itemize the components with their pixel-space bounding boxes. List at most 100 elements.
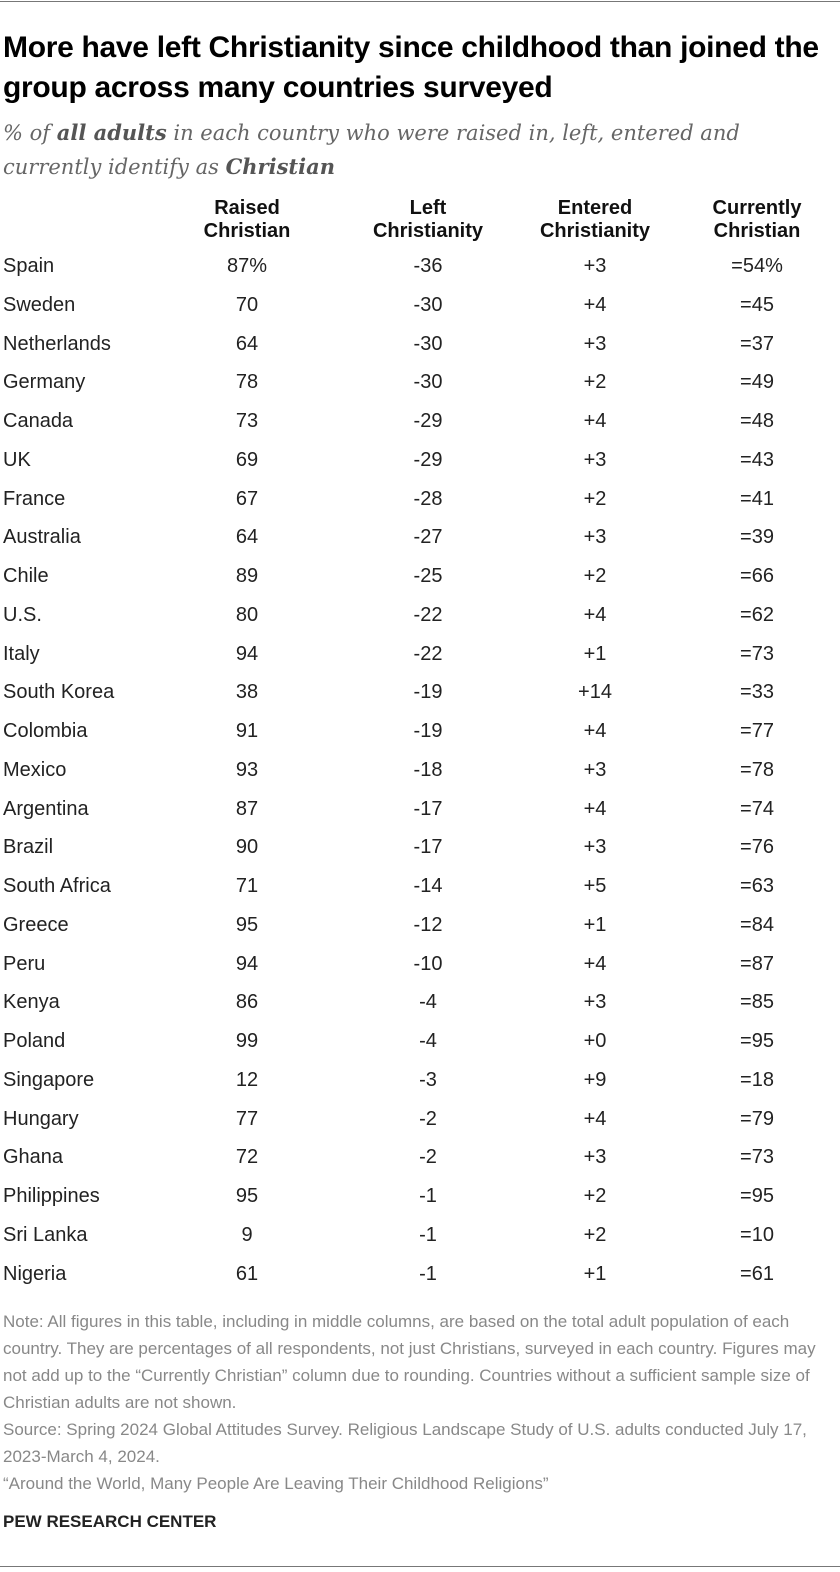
value-cell: 12 [235, 1068, 259, 1091]
value-cell: 67 [235, 487, 259, 510]
country: Nigeria [3, 1262, 67, 1285]
value-cell: =73 [740, 642, 774, 665]
value-cell: =48 [740, 410, 774, 432]
value-cell: 95 [235, 913, 259, 936]
country: Philippines [3, 1185, 100, 1207]
value-cell: +4 [583, 720, 607, 742]
country: Netherlands [3, 332, 111, 355]
value-cell: =43 [740, 448, 774, 471]
column-header-line: Entered [557, 197, 633, 219]
value-cell: =78 [740, 758, 774, 781]
country: Italy [3, 642, 40, 665]
value-cell: +3 [583, 991, 607, 1014]
value-cell: -22 [413, 642, 443, 665]
value-cell: -29 [413, 448, 443, 471]
value-cell: =49 [740, 371, 774, 394]
column-header-line: Christian [713, 220, 801, 242]
value-cell: 70 [235, 293, 259, 316]
value-cell: -1 [419, 1185, 437, 1207]
value-cell: +3 [583, 836, 607, 859]
value-cell: +14 [578, 681, 612, 704]
value-cell: +3 [583, 332, 607, 355]
value-cell: 90 [235, 836, 259, 859]
column-header: Entered Christianity [515, 197, 675, 243]
value-cell: +4 [583, 1107, 607, 1130]
value-cell: 64 [235, 332, 259, 355]
country: Argentina [3, 797, 89, 820]
value-cell: -28 [413, 487, 443, 510]
value-cell: +3 [583, 758, 607, 781]
value-cell: 91 [235, 720, 259, 742]
value-cell: -2 [419, 1107, 437, 1130]
country: Canada [3, 410, 74, 432]
value-cell: =95 [740, 1030, 774, 1052]
value-cell: =73 [740, 1146, 774, 1169]
value-cell: =87 [740, 952, 774, 975]
value-cell: =77 [740, 720, 774, 742]
value-cell: 95 [235, 1185, 259, 1207]
country: Ghana [3, 1146, 64, 1169]
value-cell: -12 [413, 913, 443, 936]
country: UK [3, 448, 31, 471]
country: Colombia [3, 720, 88, 742]
value-cell: +2 [583, 1185, 607, 1207]
value-cell: =95 [740, 1185, 774, 1207]
note: Note: All figures in this table, includi… [3, 1312, 816, 1412]
value-cell: -30 [413, 371, 443, 394]
value-cell: 86 [235, 991, 259, 1014]
value-cell: -2 [419, 1146, 437, 1169]
value-cell: -27 [413, 526, 443, 549]
value-cell: =74 [740, 797, 774, 820]
value-cell: =79 [740, 1107, 774, 1130]
country: Kenya [3, 991, 60, 1014]
value-cell: -17 [413, 836, 443, 859]
country: Singapore [3, 1068, 95, 1091]
value-cell: 78 [235, 371, 259, 394]
value-cell: 71 [235, 875, 259, 897]
org: PEW RESEARCH CENTER [3, 1512, 217, 1531]
value-cell: +2 [583, 565, 607, 587]
column-header: Currently Christian [677, 197, 837, 243]
value-cell: +4 [583, 603, 607, 626]
value-cell: +4 [583, 293, 607, 316]
value-cell: -3 [419, 1068, 437, 1091]
country: Sri Lanka [3, 1223, 88, 1246]
country: Brazil [3, 836, 54, 859]
value-cell: +3 [583, 1146, 607, 1169]
value-cell: =62 [740, 603, 774, 626]
subtitle: % of all adults in each country who were… [3, 116, 813, 184]
value-cell: +4 [583, 410, 607, 432]
column-header-line: Christianity [372, 220, 484, 242]
value-cell: 94 [235, 952, 259, 975]
value-cell: =63 [740, 875, 774, 897]
bottom-rule [0, 1566, 840, 1567]
subtitle-part: in each country who were raised in, left… [3, 121, 740, 179]
country: Peru [3, 952, 46, 975]
country: Sweden [3, 293, 76, 316]
value-cell: =76 [740, 836, 774, 859]
value-cell: -36 [413, 255, 443, 277]
country: Greece [3, 913, 69, 936]
value-cell: +3 [583, 526, 607, 549]
value-cell: -10 [413, 952, 443, 975]
country: Mexico [3, 758, 67, 781]
value-cell: -1 [419, 1262, 437, 1285]
value-cell: +2 [583, 487, 607, 510]
value-cell: +3 [583, 255, 607, 277]
value-cell: 89 [235, 565, 259, 587]
value-cell: +1 [583, 642, 607, 665]
subtitle-part: % of [3, 121, 57, 145]
column-header: Left Christianity [348, 197, 508, 243]
value-cell: =10 [740, 1223, 774, 1246]
value-cell: -29 [413, 410, 443, 432]
value-cell: =37 [740, 332, 774, 355]
value-cell: =54% [731, 255, 783, 277]
value-cell: -14 [413, 875, 443, 897]
value-cell: 38 [235, 681, 259, 704]
value-cell: +4 [583, 797, 607, 820]
value-cell: =41 [740, 487, 774, 510]
value-cell: 87% [226, 255, 268, 277]
value-cell: =33 [740, 681, 774, 704]
value-cell: 99 [235, 1030, 259, 1052]
column-header-line: Left [409, 197, 447, 219]
